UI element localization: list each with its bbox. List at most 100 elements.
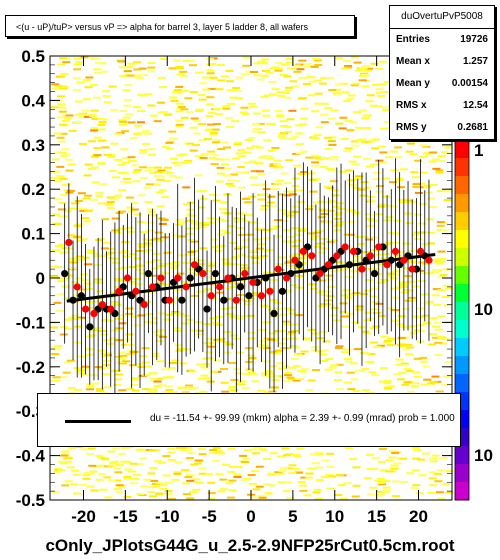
noise-cell [158, 223, 167, 225]
noise-cell [280, 172, 289, 175]
noise-cell [279, 313, 288, 316]
noise-cell [153, 237, 162, 240]
noise-cell [207, 492, 216, 495]
noise-cell [403, 198, 412, 201]
noise-cell [108, 462, 117, 465]
noise-cell [436, 221, 445, 223]
y-tick-label: -0.2 [16, 358, 45, 377]
noise-cell [235, 171, 244, 174]
noise-cell [130, 208, 139, 211]
noise-cell [422, 365, 431, 368]
noise-cell [382, 219, 391, 222]
noise-cell [266, 157, 275, 160]
noise-cell [112, 261, 120, 264]
x-tick-label: 20 [409, 507, 428, 526]
noise-cell [207, 87, 216, 90]
noise-cell [120, 148, 129, 151]
stats-value: 12.54 [462, 100, 488, 111]
noise-cell [129, 137, 138, 140]
noise-cell [59, 462, 68, 465]
noise-cell [71, 202, 80, 205]
noise-cell [155, 482, 164, 485]
noise-cell [93, 154, 102, 157]
noise-cell [82, 98, 91, 101]
noise-cell [75, 100, 83, 103]
red-data-point [140, 301, 148, 309]
noise-cell [300, 350, 309, 353]
noise-cell [359, 109, 367, 112]
noise-cell [441, 229, 450, 232]
noise-cell [63, 361, 72, 364]
noise-cell [156, 178, 165, 181]
noise-cell [125, 446, 134, 449]
noise-cell [207, 111, 216, 114]
noise-cell [163, 318, 172, 321]
noise-cell [142, 142, 151, 145]
noise-cell [164, 376, 173, 379]
noise-cell [173, 164, 182, 167]
noise-cell [324, 147, 333, 150]
noise-cell [397, 315, 406, 318]
noise-cell [394, 156, 403, 159]
noise-cell [437, 336, 446, 338]
noise-cell [418, 261, 427, 264]
noise-cell [219, 229, 228, 232]
noise-cell [221, 258, 230, 261]
noise-cell [315, 291, 324, 294]
red-data-point [416, 247, 425, 255]
noise-cell [314, 92, 323, 95]
noise-cell [429, 460, 438, 463]
noise-cell [208, 452, 217, 455]
noise-cell [318, 305, 327, 307]
noise-cell [222, 105, 231, 108]
noise-cell [86, 251, 95, 254]
red-data-point [190, 261, 199, 269]
noise-cell [296, 68, 305, 71]
noise-cell [79, 373, 87, 375]
noise-cell [227, 102, 235, 105]
noise-cell [384, 80, 392, 83]
noise-cell [255, 146, 264, 149]
noise-cell [131, 377, 140, 379]
noise-cell [254, 183, 263, 186]
noise-cell [383, 120, 392, 123]
noise-cell [371, 456, 380, 459]
red-data-point [123, 274, 132, 282]
noise-cell [123, 476, 132, 478]
noise-cell [226, 225, 235, 228]
noise-cell [364, 289, 373, 292]
noise-cell [113, 488, 122, 491]
noise-cell [104, 253, 113, 256]
noise-cell [379, 127, 388, 130]
noise-cell [91, 181, 100, 184]
noise-cell [202, 363, 210, 366]
noise-cell [366, 391, 375, 394]
noise-cell [239, 268, 248, 271]
noise-cell [215, 180, 224, 183]
noise-cell [387, 337, 395, 340]
noise-cell [89, 374, 98, 377]
noise-cell [115, 327, 124, 330]
black-data-point [144, 269, 153, 278]
noise-cell [85, 76, 94, 79]
noise-cell [303, 83, 311, 85]
noise-cell [189, 126, 198, 129]
noise-cell [118, 485, 127, 488]
noise-cell [297, 481, 306, 483]
noise-cell [379, 151, 388, 154]
noise-cell [374, 105, 383, 108]
noise-cell [263, 228, 271, 231]
noise-cell [298, 229, 307, 232]
noise-cell [316, 479, 324, 482]
noise-cell [243, 449, 252, 452]
noise-cell [275, 67, 284, 70]
noise-cell [61, 120, 70, 122]
noise-cell [76, 239, 85, 242]
noise-cell [87, 167, 96, 170]
noise-cell [235, 152, 244, 155]
noise-cell [405, 222, 414, 225]
noise-cell [280, 220, 289, 223]
noise-cell [243, 255, 252, 258]
noise-cell [298, 77, 307, 79]
noise-cell [330, 156, 339, 158]
